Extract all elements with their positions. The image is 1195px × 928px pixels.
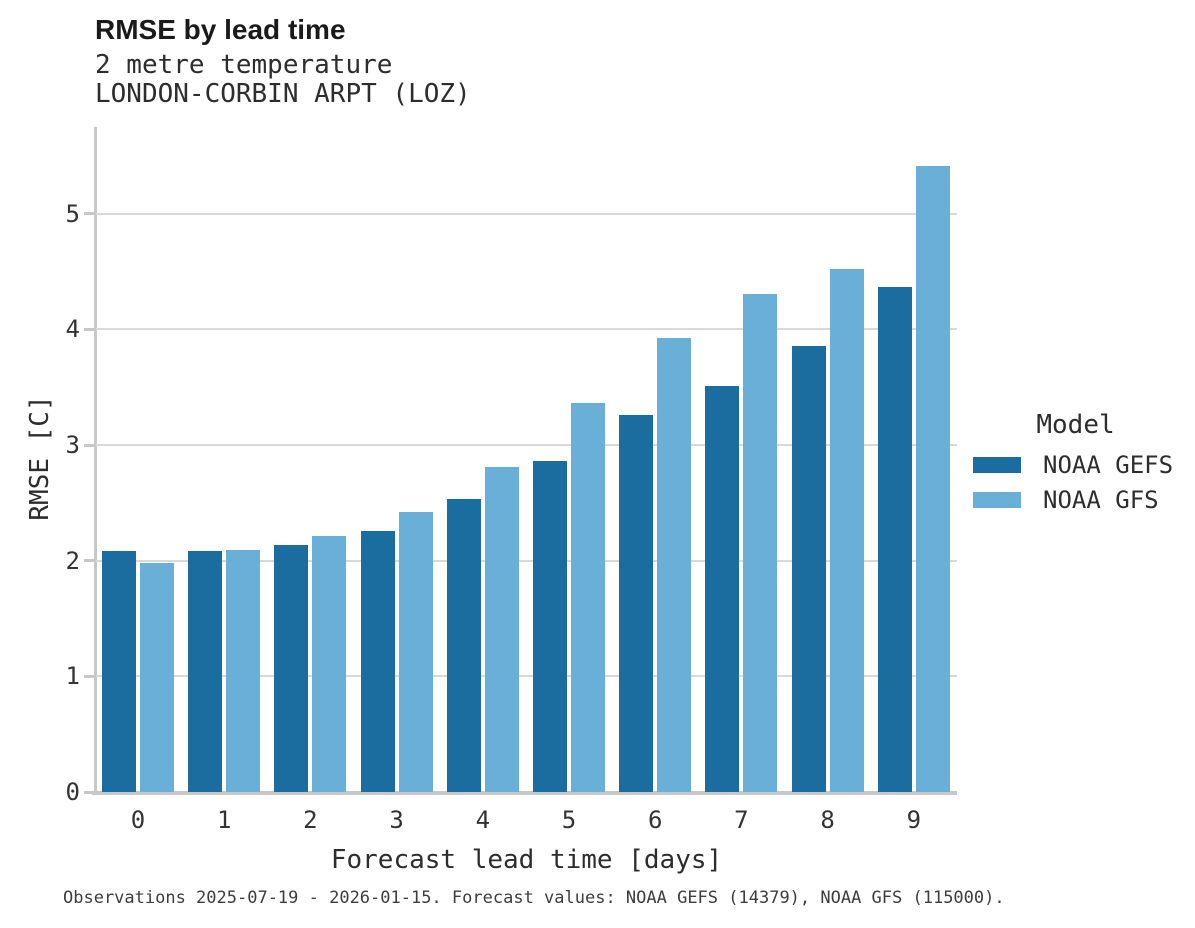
- bar-noaa-gefs-lead-0: [102, 551, 136, 792]
- legend: Model NOAA GEFS NOAA GFS: [973, 410, 1178, 523]
- x-tick-label-1: 1: [216, 806, 232, 834]
- bar-noaa-gefs-lead-5: [533, 461, 567, 792]
- legend-item-noaa-gefs: NOAA GEFS: [973, 451, 1178, 479]
- x-tick-label-4: 4: [475, 806, 491, 834]
- bar-noaa-gfs-lead-1: [226, 550, 261, 792]
- chart-subtitle-station: LONDON-CORBIN ARPT (LOZ): [95, 79, 471, 109]
- legend-item-noaa-gfs: NOAA GFS: [973, 486, 1178, 514]
- y-tick-label-3: 3: [65, 431, 80, 460]
- legend-swatch-noaa-gfs: [973, 492, 1021, 508]
- y-tick-3: [84, 443, 94, 447]
- bar-noaa-gefs-lead-6: [619, 414, 654, 792]
- x-tick-label-8: 8: [820, 806, 835, 834]
- y-tick-2: [84, 559, 94, 563]
- x-tick-label-5: 5: [561, 806, 577, 834]
- chart-subtitle-variable: 2 metre temperature: [95, 50, 393, 80]
- legend-title: Model: [1036, 410, 1115, 440]
- y-axis-spine: [94, 127, 97, 795]
- bar-noaa-gfs-lead-9: [915, 166, 950, 792]
- plot-area: 0 1 2 3 4 5 0 1 2 3 4 5 6 7 8 9: [66, 127, 957, 834]
- x-tick-label-6: 6: [647, 806, 663, 834]
- y-tick-1: [84, 674, 94, 678]
- y-tick-label-2: 2: [65, 546, 80, 575]
- bar-noaa-gfs-lead-2: [312, 536, 347, 792]
- gridline-y-2: [96, 559, 957, 562]
- gridline-y-5: [96, 212, 957, 215]
- x-axis-line: [92, 791, 957, 795]
- y-tick-label-0: 0: [65, 778, 80, 806]
- bar-noaa-gfs-lead-4: [484, 467, 519, 792]
- bar-noaa-gfs-lead-3: [398, 512, 433, 792]
- gridline-y-1: [96, 675, 957, 678]
- legend-label-noaa-gefs: NOAA GEFS: [1043, 451, 1174, 479]
- y-tick-4: [84, 327, 94, 331]
- bar-noaa-gefs-lead-7: [705, 386, 740, 792]
- x-tick-label-3: 3: [389, 806, 404, 834]
- bar-noaa-gefs-lead-3: [360, 530, 395, 792]
- y-tick-5: [84, 212, 94, 216]
- y-tick-0: [84, 790, 94, 794]
- footer-caption: Observations 2025-07-19 - 2026-01-15. Fo…: [63, 888, 1005, 908]
- gridline-y-3: [96, 444, 957, 447]
- bar-noaa-gfs-lead-8: [829, 269, 864, 792]
- bar-noaa-gfs-lead-5: [571, 403, 605, 792]
- bar-noaa-gfs-lead-7: [743, 293, 778, 792]
- x-tick-label-7: 7: [734, 806, 749, 834]
- legend-label-noaa-gfs: NOAA GFS: [1043, 486, 1159, 514]
- bar-noaa-gefs-lead-8: [791, 345, 826, 792]
- chart-title: RMSE by lead time: [95, 14, 346, 45]
- bar-noaa-gfs-lead-6: [657, 337, 692, 792]
- legend-swatch-noaa-gefs: [973, 457, 1021, 473]
- bar-noaa-gefs-lead-2: [274, 544, 309, 792]
- gridline-y-4: [96, 328, 957, 331]
- y-tick-label-1: 1: [65, 662, 80, 691]
- x-axis-title: Forecast lead time [days]: [330, 845, 723, 875]
- bar-noaa-gefs-lead-4: [446, 499, 481, 792]
- bar-noaa-gefs-lead-1: [188, 551, 223, 792]
- x-tick-label-2: 2: [303, 806, 318, 834]
- bar-noaa-gefs-lead-9: [877, 286, 912, 792]
- x-tick-label-0: 0: [130, 806, 146, 834]
- y-tick-label-4: 4: [65, 315, 80, 344]
- x-tick-label-9: 9: [906, 806, 922, 834]
- y-tick-label-5: 5: [65, 199, 80, 228]
- bar-noaa-gfs-lead-0: [140, 563, 174, 792]
